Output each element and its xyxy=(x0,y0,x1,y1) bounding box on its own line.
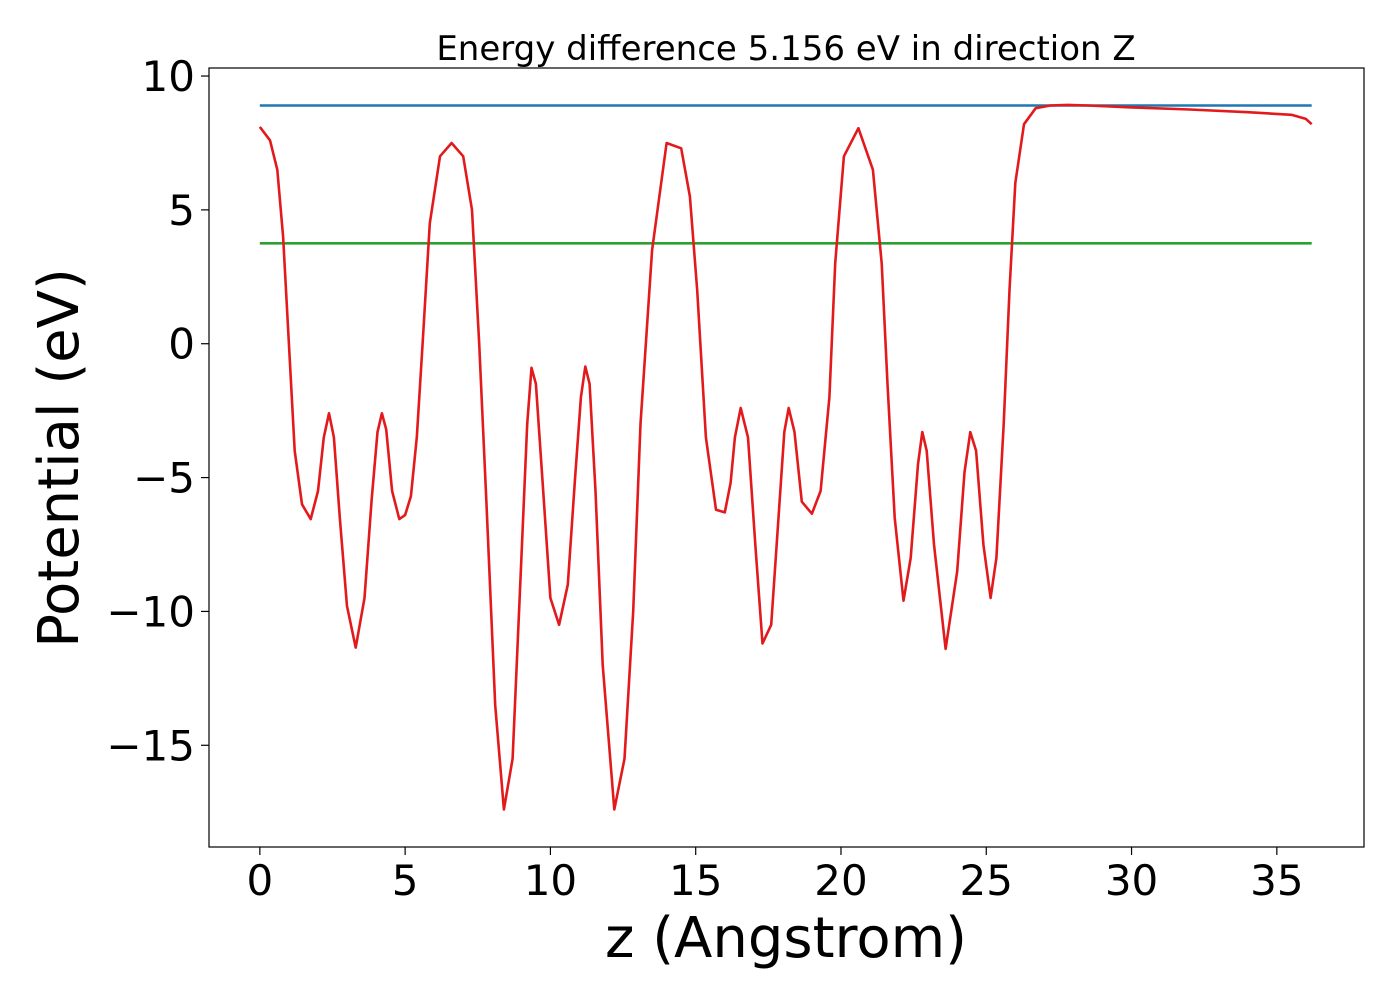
y-tick-label: −10 xyxy=(106,587,195,636)
y-tick-label: 5 xyxy=(168,186,195,235)
x-axis: 0 5 10 15 20 25 30 35 xyxy=(246,847,1304,905)
x-tick-label: 0 xyxy=(246,856,273,905)
x-tick-label: 35 xyxy=(1250,856,1303,905)
y-axis-label: Potential (eV) xyxy=(27,268,92,648)
y-tick-label: 10 xyxy=(142,52,195,101)
x-tick-label: 20 xyxy=(814,856,867,905)
y-tick-label: 0 xyxy=(168,320,195,369)
chart-title: Energy difference 5.156 eV in direction … xyxy=(436,29,1135,69)
x-tick-label: 10 xyxy=(524,856,577,905)
x-tick-label: 25 xyxy=(960,856,1013,905)
x-tick-label: 15 xyxy=(669,856,722,905)
x-tick-label: 30 xyxy=(1105,856,1158,905)
x-axis-label: z (Angstrom) xyxy=(605,906,967,971)
y-tick-label: −15 xyxy=(106,721,195,770)
series-line-potential xyxy=(258,103,1313,811)
y-axis: 10 5 0 −5 −10 −15 xyxy=(106,52,209,770)
plot-frame xyxy=(208,67,1365,848)
x-tick-label: 5 xyxy=(392,856,419,905)
y-tick-label: −5 xyxy=(133,454,195,503)
plot-area xyxy=(258,103,1313,811)
